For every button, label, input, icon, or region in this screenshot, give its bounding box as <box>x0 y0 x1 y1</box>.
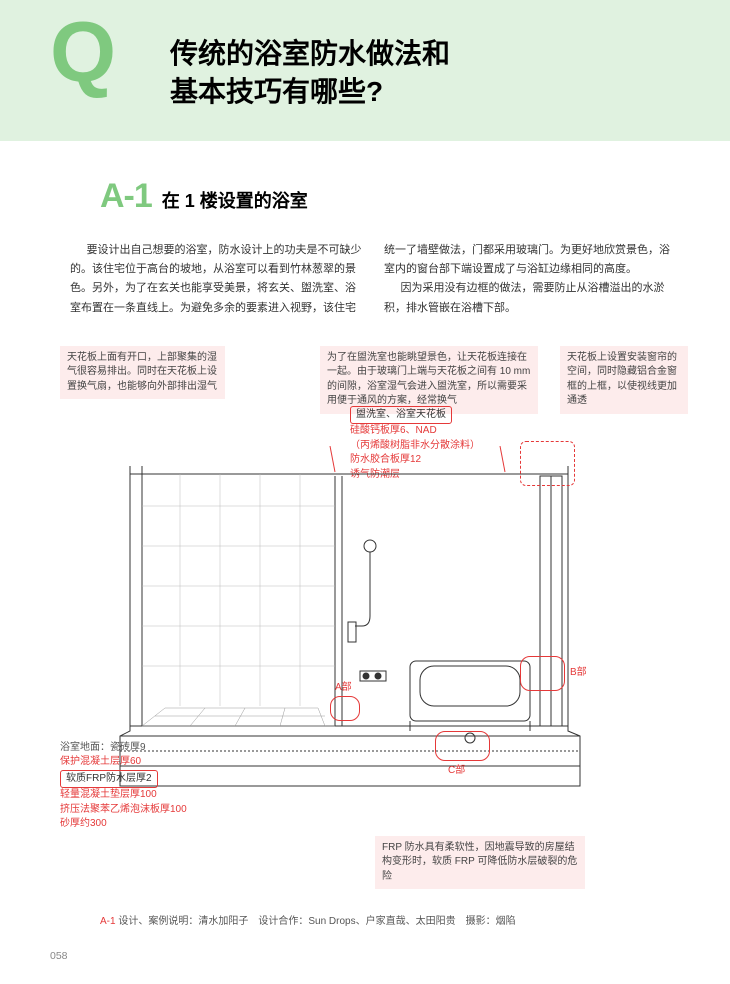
callout-b <box>520 656 565 691</box>
callout-a <box>330 696 360 721</box>
q-glyph: Q <box>50 10 116 95</box>
callout-b-label: B部 <box>570 666 587 680</box>
callout-window-head <box>520 441 575 486</box>
body-para-2: 因为采用没有边框的做法，需要防止从浴槽溢出的水淤积，排水管嵌在浴槽下部。 <box>384 279 680 318</box>
note-floor-l2: 轻量混凝土垫层厚100 <box>60 789 157 800</box>
callout-c-label: C部 <box>448 764 465 778</box>
page-title: 传统的浴室防水做法和 基本技巧有哪些? <box>170 35 680 111</box>
title-line-2: 基本技巧有哪些? <box>170 76 383 107</box>
note-floor-l4: 砂厚约300 <box>60 818 107 829</box>
diagram-area: 天花板上面有开口，上部聚集的湿气很容易排出。同时在天花板上设置换气扇，也能够向外… <box>40 346 690 906</box>
note-floor-box: 软质FRP防水层厚2 <box>60 770 158 789</box>
note-floor-l1: 保护混凝土层厚60 <box>60 756 141 767</box>
callout-c <box>435 731 490 761</box>
section-subtitle: 在 1 楼设置的浴室 <box>162 187 308 216</box>
caption-top-left: 天花板上面有开口，上部聚集的湿气很容易排出。同时在天花板上设置换气扇，也能够向外… <box>60 346 225 400</box>
note-floor-l3: 挤压法聚苯乙烯泡沫板厚100 <box>60 804 187 815</box>
section-heading: A-1 在 1 楼设置的浴室 <box>100 169 730 223</box>
body-text: 要设计出自己想要的浴室，防水设计上的功夫是不可缺少的。该住宅位于高台的坡地，从浴… <box>70 241 680 318</box>
credits: A-1 设计、案例说明：清水加阳子 设计合作：Sun Drops、户家直哉、太田… <box>100 914 680 930</box>
caption-top-mid: 为了在盥洗室也能眺望景色，让天花板连接在一起。由于玻璃门上端与天花板之间有 10… <box>320 346 538 414</box>
credits-label: A-1 <box>100 916 116 927</box>
note-ceiling-title: 盥洗室、浴室天花板 <box>350 406 452 425</box>
page-number: 058 <box>50 948 730 965</box>
note-floor-title: 浴室地面：瓷砖厚9 <box>60 742 146 753</box>
title-line-1: 传统的浴室防水做法和 <box>170 38 450 69</box>
credits-text: 设计、案例说明：清水加阳子 设计合作：Sun Drops、户家直哉、太田阳贵 摄… <box>118 916 515 927</box>
caption-frp: FRP 防水具有柔软性，因地震导致的房屋结构变形时，软质 FRP 可降低防水层破… <box>375 836 585 890</box>
caption-top-right: 天花板上设置安装窗帘的空间，同时隐藏铝合金窗框的上框，以使视线更加通透 <box>560 346 688 414</box>
header-band: Q 传统的浴室防水做法和 基本技巧有哪些? <box>0 0 730 141</box>
section-a-label: A-1 <box>100 169 152 223</box>
callout-a-label: A部 <box>335 681 352 695</box>
note-floor: 浴室地面：瓷砖厚9 保护混凝土层厚60 软质FRP防水层厚2 轻量混凝土垫层厚1… <box>60 741 187 832</box>
